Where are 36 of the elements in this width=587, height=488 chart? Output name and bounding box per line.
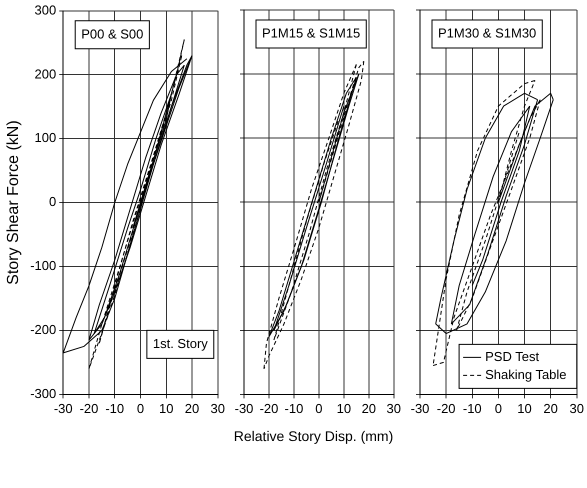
y-tick-label: -300 [30, 386, 56, 401]
annotation: P00 & S00 [81, 26, 144, 42]
x-tick-label: 10 [336, 400, 352, 416]
x-tick-label: -30 [410, 400, 430, 416]
x-tick-label: 0 [494, 400, 502, 416]
x-tick-label: 30 [386, 400, 402, 416]
x-tick-label: 10 [159, 400, 174, 416]
x-tick-label: -20 [260, 400, 278, 416]
x-tick-label: -20 [80, 400, 98, 416]
x-axis-title: Relative Story Disp. (mm) [232, 428, 394, 444]
y-tick-label: -200 [30, 322, 56, 338]
annotation: P1M30 & S1M30 [438, 26, 536, 41]
x-tick-label: 20 [362, 400, 376, 416]
y-tick-label: 300 [34, 2, 56, 18]
y-tick-label: 100 [34, 130, 56, 146]
x-tick-label: -30 [234, 400, 254, 416]
x-tick-label: 0 [315, 400, 322, 416]
x-tick-label: -10 [105, 400, 124, 416]
x-tick-label: -30 [54, 400, 73, 416]
y-axis-title: Story Shear Force (kN) [5, 120, 22, 285]
legend-label: PSD Test [485, 348, 540, 364]
annotation: P1M15 & S1M15 [262, 26, 360, 41]
x-tick-label: 30 [210, 400, 226, 416]
x-tick-label: -10 [284, 400, 304, 416]
x-tick-label: -10 [462, 400, 482, 416]
x-tick-label: 30 [570, 400, 584, 416]
y-tick-label: 0 [48, 194, 56, 210]
x-tick-label: 10 [517, 400, 532, 416]
legend-label: Shaking Table [485, 366, 567, 382]
y-tick-label: -100 [30, 258, 56, 274]
x-tick-label: 20 [543, 400, 558, 416]
annotation: 1st. Story [152, 336, 208, 351]
x-tick-label: -20 [436, 400, 456, 416]
y-tick-label: 200 [34, 66, 56, 82]
x-tick-label: 20 [184, 400, 200, 416]
x-tick-label: 0 [136, 400, 144, 416]
